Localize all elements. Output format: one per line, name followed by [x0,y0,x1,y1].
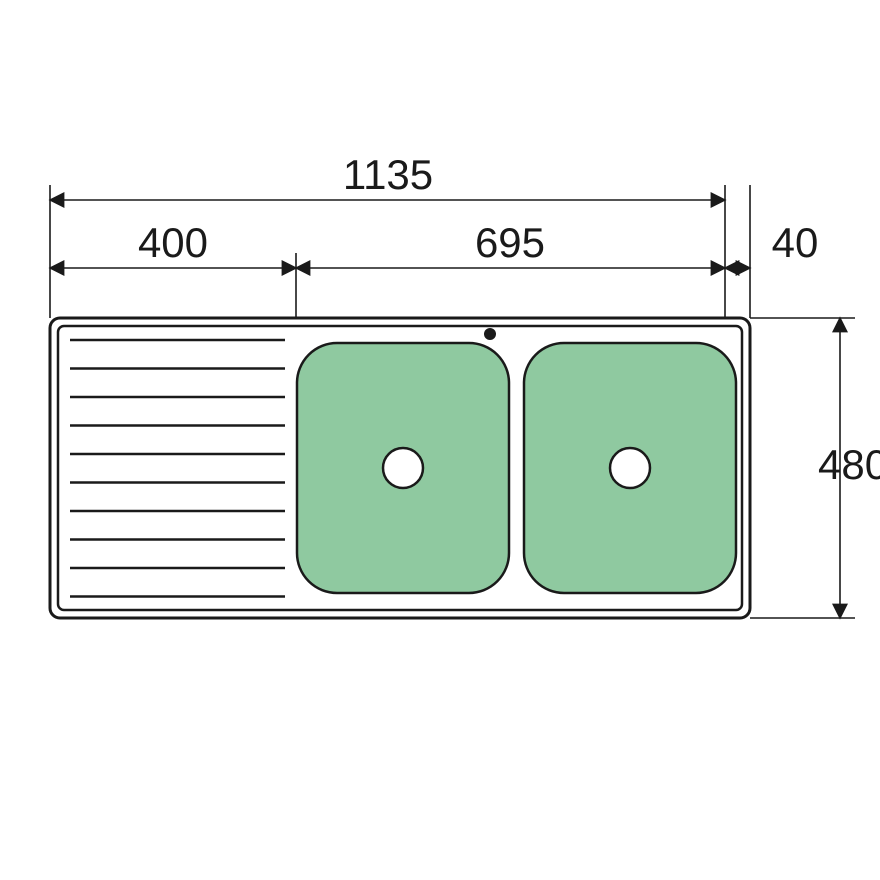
dim-bowls-width: 695 [475,219,545,266]
dim-drainer-width: 400 [138,219,208,266]
faucet-hole [484,328,496,340]
drainer-ribs [70,340,285,597]
basin-right [524,343,736,593]
sink-body [50,318,750,618]
dim-total-width: 1135 [343,151,433,198]
basin-left [297,343,509,593]
drain-right [610,448,650,488]
dim-height: 480 [818,441,880,488]
sink-technical-drawing: 1135 400 695 40 480 [0,0,880,880]
drain-left [383,448,423,488]
dim-edge-width: 40 [772,219,819,266]
